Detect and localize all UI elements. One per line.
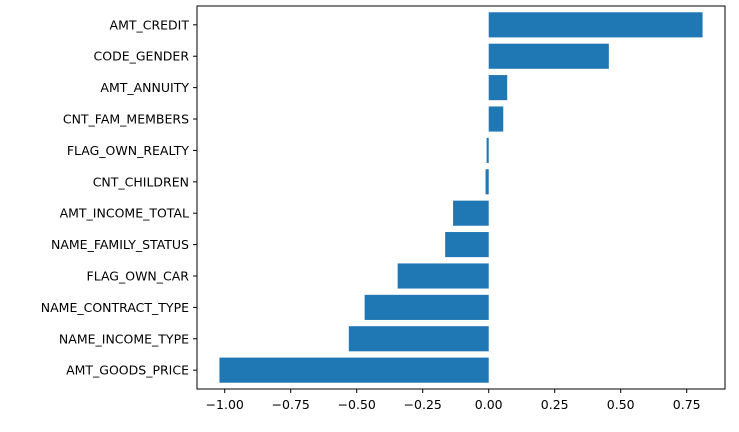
bar-flag-own-car bbox=[397, 263, 489, 289]
y-tick-label: AMT_INCOME_TOTAL bbox=[60, 206, 189, 221]
bar-name-contract-type bbox=[364, 294, 489, 320]
x-tick-label: −0.50 bbox=[338, 397, 376, 412]
x-tick-label: 0.25 bbox=[541, 397, 569, 412]
y-tick-label: AMT_CREDIT bbox=[110, 17, 190, 32]
x-tick-label: −1.00 bbox=[206, 397, 244, 412]
x-tick-label: 0.75 bbox=[673, 397, 701, 412]
y-tick-label: AMT_GOODS_PRICE bbox=[66, 363, 189, 378]
bars-layer bbox=[219, 12, 703, 383]
y-tick-label: NAME_INCOME_TYPE bbox=[59, 331, 189, 346]
x-tick-label: 0.00 bbox=[475, 397, 503, 412]
bar-name-family-status bbox=[445, 232, 489, 258]
y-tick-label: CNT_CHILDREN bbox=[93, 174, 189, 189]
y-tick-label: CODE_GENDER bbox=[94, 49, 190, 64]
bar-code-gender bbox=[488, 43, 609, 69]
x-tick-label: 0.50 bbox=[607, 397, 635, 412]
bar-amt-credit bbox=[488, 12, 703, 38]
bar-amt-annuity bbox=[488, 75, 508, 101]
bar-amt-goods-price bbox=[219, 357, 489, 383]
bar-amt-income-total bbox=[453, 200, 489, 226]
bar-cnt-fam-members bbox=[488, 106, 504, 132]
x-tick-label: −0.25 bbox=[404, 397, 442, 412]
ticks-layer: AMT_CREDIT CODE_GENDER AMT_ANNUITY CNT_FAM_… bbox=[41, 17, 701, 412]
bar-flag-own-realty bbox=[486, 137, 489, 163]
x-tick-label: −0.75 bbox=[272, 397, 310, 412]
y-tick-label: AMT_ANNUITY bbox=[100, 80, 189, 95]
bar-cnt-children bbox=[485, 169, 489, 195]
y-tick-label: NAME_FAMILY_STATUS bbox=[51, 237, 189, 252]
bar-name-income-type bbox=[348, 326, 489, 352]
y-tick-label: FLAG_OWN_REALTY bbox=[67, 143, 190, 158]
y-tick-label: FLAG_OWN_CAR bbox=[87, 268, 190, 283]
y-tick-label: NAME_CONTRACT_TYPE bbox=[41, 300, 189, 315]
plot-frame bbox=[196, 5, 726, 390]
y-tick-label: CNT_FAM_MEMBERS bbox=[63, 112, 189, 127]
